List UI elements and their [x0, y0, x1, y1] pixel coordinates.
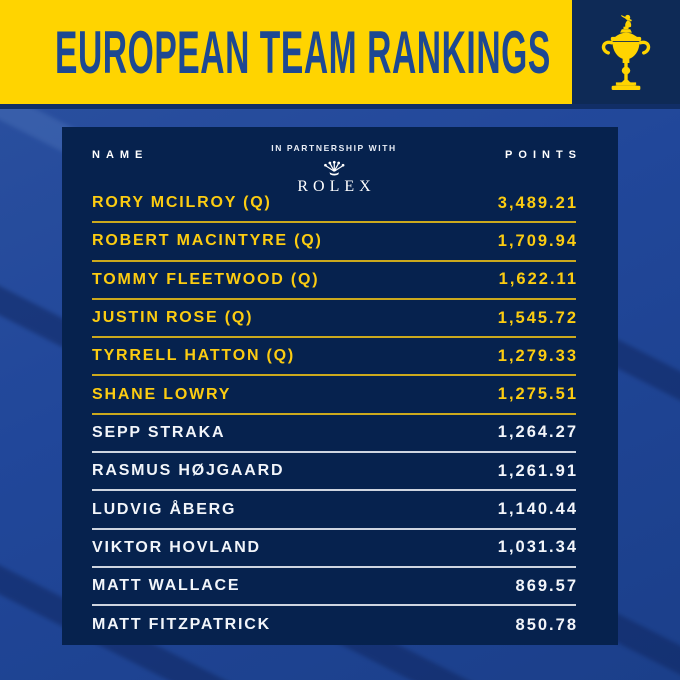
player-name: MATT FITZPATRICK — [92, 616, 271, 634]
player-name: LUDVIG ÅBERG — [92, 500, 237, 518]
player-points: 1,622.11 — [498, 270, 578, 289]
table-row: SHANE LOWRY 1,275.51 — [92, 376, 578, 415]
table-row: RASMUS HØJGAARD 1,261.91 — [92, 453, 578, 492]
player-name: RASMUS HØJGAARD — [92, 462, 285, 480]
player-points: 1,261.91 — [497, 461, 578, 480]
player-name: JUSTIN ROSE (Q) — [92, 309, 254, 327]
rankings-card: NAME IN PARTNERSHIP WITH — [62, 127, 618, 645]
rolex-crown-icon — [323, 160, 345, 176]
player-name: TOMMY FLEETWOOD (Q) — [92, 270, 320, 288]
player-points: 1,279.33 — [497, 346, 578, 365]
trophy-box — [572, 0, 680, 104]
ryder-cup-trophy-icon — [601, 14, 651, 90]
column-header-name: NAME — [92, 149, 149, 161]
header-band-shadow — [0, 104, 680, 109]
table-row: MATT WALLACE 869.57 — [92, 568, 578, 607]
table-row: LUDVIG ÅBERG 1,140.44 — [92, 491, 578, 530]
partnership-label: IN PARTNERSHIP WITH — [271, 143, 397, 153]
table-row: VIKTOR HOVLAND 1,031.34 — [92, 530, 576, 568]
table-row: TYRRELL HATTON (Q) 1,279.33 — [92, 338, 578, 377]
table-row: TOMMY FLEETWOOD (Q) 1,622.11 — [92, 262, 576, 300]
player-points: 869.57 — [515, 576, 578, 595]
table-row: SEPP STRAKA 1,264.27 — [92, 415, 578, 454]
player-points: 1,264.27 — [497, 423, 578, 442]
partnership-block: IN PARTNERSHIP WITH — [271, 143, 396, 196]
page-title: EUROPEAN TEAM RANKINGS — [55, 18, 551, 86]
column-header-points: POINTS — [505, 149, 582, 161]
table-row: RORY MCILROY (Q) 3,489.21 — [92, 185, 578, 224]
header-band: EUROPEAN TEAM RANKINGS — [0, 0, 572, 104]
table-row: ROBERT MACINTYRE (Q) 1,709.94 — [92, 223, 578, 262]
table-row: MATT FITZPATRICK 850.78 — [92, 606, 576, 644]
player-points: 1,031.34 — [497, 538, 578, 557]
table-row: JUSTIN ROSE (Q) 1,545.72 — [92, 300, 578, 339]
rankings-list: RORY MCILROY (Q) 3,489.21 ROBERT MACINTYRE… — [92, 185, 576, 645]
player-points: 850.78 — [515, 615, 578, 634]
player-name: RORY MCILROY (Q) — [92, 194, 272, 212]
player-points: 1,275.51 — [497, 385, 578, 404]
player-name: ROBERT MACINTYRE (Q) — [92, 232, 323, 250]
player-name: VIKTOR HOVLAND — [92, 538, 261, 556]
player-points: 1,545.72 — [497, 308, 578, 327]
card-header: NAME IN PARTNERSHIP WITH — [92, 137, 576, 195]
player-points: 3,489.21 — [497, 193, 578, 212]
player-points: 1,709.94 — [497, 231, 578, 250]
sponsor-name: ROLEX — [297, 178, 376, 195]
player-name: SHANE LOWRY — [92, 385, 232, 403]
player-points: 1,140.44 — [497, 500, 578, 519]
player-name: TYRRELL HATTON (Q) — [92, 347, 296, 365]
player-name: MATT WALLACE — [92, 577, 241, 595]
player-name: SEPP STRAKA — [92, 423, 226, 441]
